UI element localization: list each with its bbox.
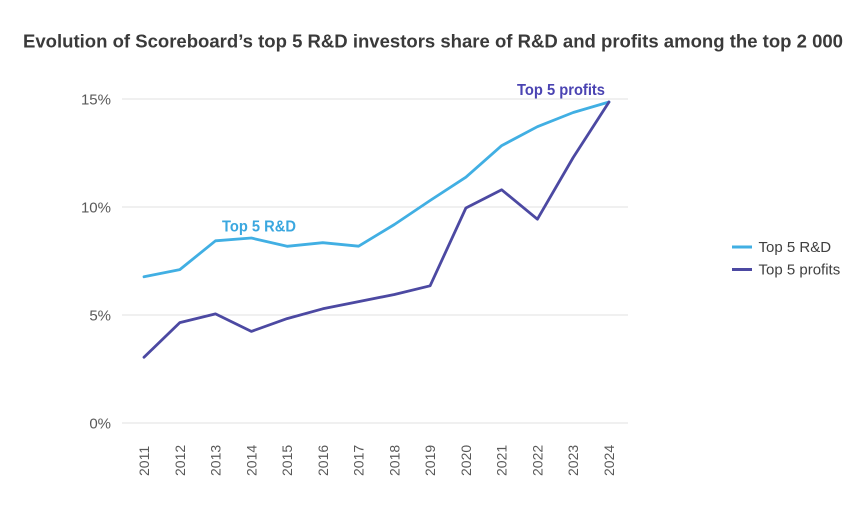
svg-text:Top 5 R&D: Top 5 R&D (222, 219, 296, 236)
svg-text:2019: 2019 (422, 445, 438, 476)
svg-text:2014: 2014 (243, 445, 259, 476)
svg-text:2018: 2018 (386, 445, 402, 476)
svg-text:Evolution of Scoreboard’s top: Evolution of Scoreboard’s top 5 R&D inve… (23, 32, 843, 52)
svg-text:5%: 5% (89, 307, 111, 324)
svg-text:10%: 10% (81, 199, 111, 216)
svg-text:2017: 2017 (351, 445, 367, 476)
svg-text:Top 5 profits: Top 5 profits (759, 262, 841, 279)
svg-text:2013: 2013 (208, 445, 224, 476)
svg-text:2012: 2012 (172, 445, 188, 476)
svg-text:2011: 2011 (136, 446, 152, 476)
svg-text:2020: 2020 (458, 445, 474, 476)
svg-text:0%: 0% (89, 415, 111, 432)
svg-text:2015: 2015 (279, 445, 295, 476)
svg-text:2016: 2016 (315, 445, 331, 476)
svg-text:2024: 2024 (601, 445, 617, 476)
svg-text:Top 5 profits: Top 5 profits (517, 82, 605, 99)
svg-text:2023: 2023 (565, 445, 581, 476)
svg-text:15%: 15% (81, 91, 111, 108)
svg-text:Top 5 R&D: Top 5 R&D (759, 239, 832, 256)
svg-text:2021: 2021 (494, 445, 510, 476)
svg-text:2022: 2022 (529, 445, 545, 476)
